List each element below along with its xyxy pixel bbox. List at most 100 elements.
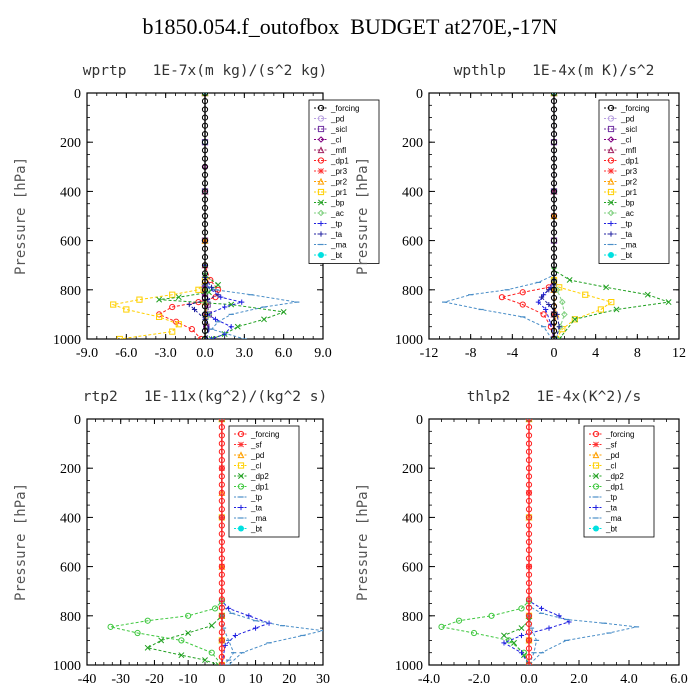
y-tick-label: 0 — [416, 413, 423, 428]
series-forcing-point — [550, 130, 558, 138]
legend-tp: _tp — [314, 220, 343, 229]
series-forcing-point — [525, 514, 533, 521]
legend-tp: _tp — [604, 220, 633, 229]
series-tp-line — [537, 93, 555, 339]
series-bp-point — [261, 316, 267, 323]
legend-pd-marker — [592, 451, 600, 459]
y-tick-label: 1000 — [395, 659, 423, 674]
series-dp2-point — [144, 644, 151, 651]
legend-pr1-marker — [317, 188, 325, 196]
series-dp1-point — [518, 605, 525, 612]
x-tick-label: 2.0 — [570, 672, 588, 687]
legend-ma-label: _ma — [605, 514, 622, 523]
legend-ac-marker — [607, 209, 615, 217]
series-forcing-point — [525, 547, 533, 554]
y-axis-label: Pressure [hPa] — [13, 157, 29, 275]
legend-bt-label: _bt — [605, 525, 618, 534]
series-bp — [156, 93, 287, 339]
series-forcing-point — [218, 629, 225, 636]
series-forcing-point — [201, 221, 209, 228]
x-tick-label: 8 — [634, 346, 641, 361]
series-ta — [538, 93, 562, 339]
x-tick-label: -20 — [145, 672, 164, 687]
series-forcing-point — [201, 335, 209, 339]
legend-dp2-label: _dp2 — [605, 472, 624, 481]
series-bp-point — [234, 323, 241, 330]
series-pr1-point — [175, 321, 182, 328]
series-forcing-point — [525, 497, 533, 505]
series-forcing-point — [550, 114, 558, 121]
series-dp1-line — [110, 419, 223, 665]
series-forcing-point — [218, 596, 225, 603]
series-forcing-point — [218, 588, 225, 595]
legend-dp2-marker — [238, 473, 244, 479]
legend: _forcing _sf_pd _cl_dp2 _dp1_tp _ta_ma _bt — [228, 425, 300, 538]
series-forcing-point — [525, 440, 533, 447]
series-dp2-point — [202, 657, 208, 664]
y-tick-label: 200 — [60, 136, 81, 151]
series-dp1-point — [519, 289, 526, 296]
legend-forcing-marker — [592, 430, 600, 438]
legend: _forcing _pd_sicl _cl_mfl _dp1_pr3 _pr2_pr1 _… — [308, 99, 380, 264]
series-forcing-point — [550, 221, 558, 228]
y-tick-label: 600 — [60, 561, 81, 576]
series-forcing-point — [218, 653, 225, 660]
x-tick-label: 3.0 — [236, 346, 254, 361]
series-dp1-point — [470, 629, 478, 637]
legend-tp-marker — [318, 220, 324, 227]
series-dp1 — [156, 93, 222, 339]
series-bp-point — [208, 336, 215, 339]
series-forcing-point — [201, 106, 209, 113]
series-bp-point — [156, 296, 163, 303]
legend-ta: _ta — [314, 230, 343, 239]
series-dp2-point — [518, 625, 525, 632]
x-tick-label: 12 — [672, 346, 686, 361]
series-forcing-point — [550, 196, 558, 203]
legend-dp1-label: _dp1 — [330, 157, 349, 166]
series-forcing-point — [201, 130, 209, 138]
legend-tp-marker — [608, 220, 614, 227]
x-tick-label: 30 — [316, 672, 330, 687]
legend-dp1-label: _dp1 — [605, 483, 624, 492]
series-forcing-point — [550, 253, 558, 261]
legend-pd: _pd — [234, 451, 264, 460]
legend-sicl-label: _sicl — [620, 125, 637, 134]
series-ta-point — [186, 301, 192, 308]
x-tick-label: -4 — [506, 346, 518, 361]
legend-ta-marker — [238, 504, 244, 511]
series-dp2-line — [146, 419, 223, 665]
series-forcing-point — [218, 571, 225, 578]
series-forcing-point — [525, 604, 533, 611]
legend-forcing-label: _forcing — [605, 430, 634, 439]
y-tick-label: 200 — [402, 462, 423, 477]
series-forcing-point — [201, 278, 209, 285]
series-tp-point — [239, 299, 245, 305]
series-bp-point — [215, 281, 222, 288]
series-tp-point — [222, 304, 228, 310]
series-pr1-line — [553, 93, 613, 339]
series-ta-point — [538, 605, 545, 612]
series-ta-point — [566, 619, 572, 625]
legend-bt: _bt — [589, 525, 618, 534]
legend-cl: _cl — [589, 462, 616, 471]
series-ta-point — [246, 613, 252, 619]
panel-title: rtp2 1E-11x(kg^2)/(kg^2 s) — [83, 389, 327, 405]
y-tick-label: 400 — [60, 185, 81, 200]
series-dp1-point — [185, 612, 192, 619]
figure-title: b1850.054.f_outofbox BUDGET at270E,-17N — [142, 14, 558, 39]
series-pr1-point — [123, 306, 130, 313]
series-dp1-point — [208, 649, 215, 656]
series-forcing-point — [218, 555, 225, 562]
y-tick-label: 800 — [402, 610, 423, 625]
legend-forcing-label: _forcing — [620, 104, 649, 113]
series-tp-point — [218, 294, 224, 300]
legend-pd-label: _pd — [330, 115, 344, 124]
legend-bt: _bt — [604, 251, 633, 260]
series-forcing-point — [201, 204, 209, 211]
series-layer — [442, 93, 672, 339]
legend-bt-marker — [608, 252, 614, 258]
series-forcing-point — [525, 571, 533, 578]
series-forcing-point — [525, 456, 533, 464]
series-dp1-point — [169, 303, 176, 311]
x-tick-label: 6.0 — [275, 346, 293, 361]
